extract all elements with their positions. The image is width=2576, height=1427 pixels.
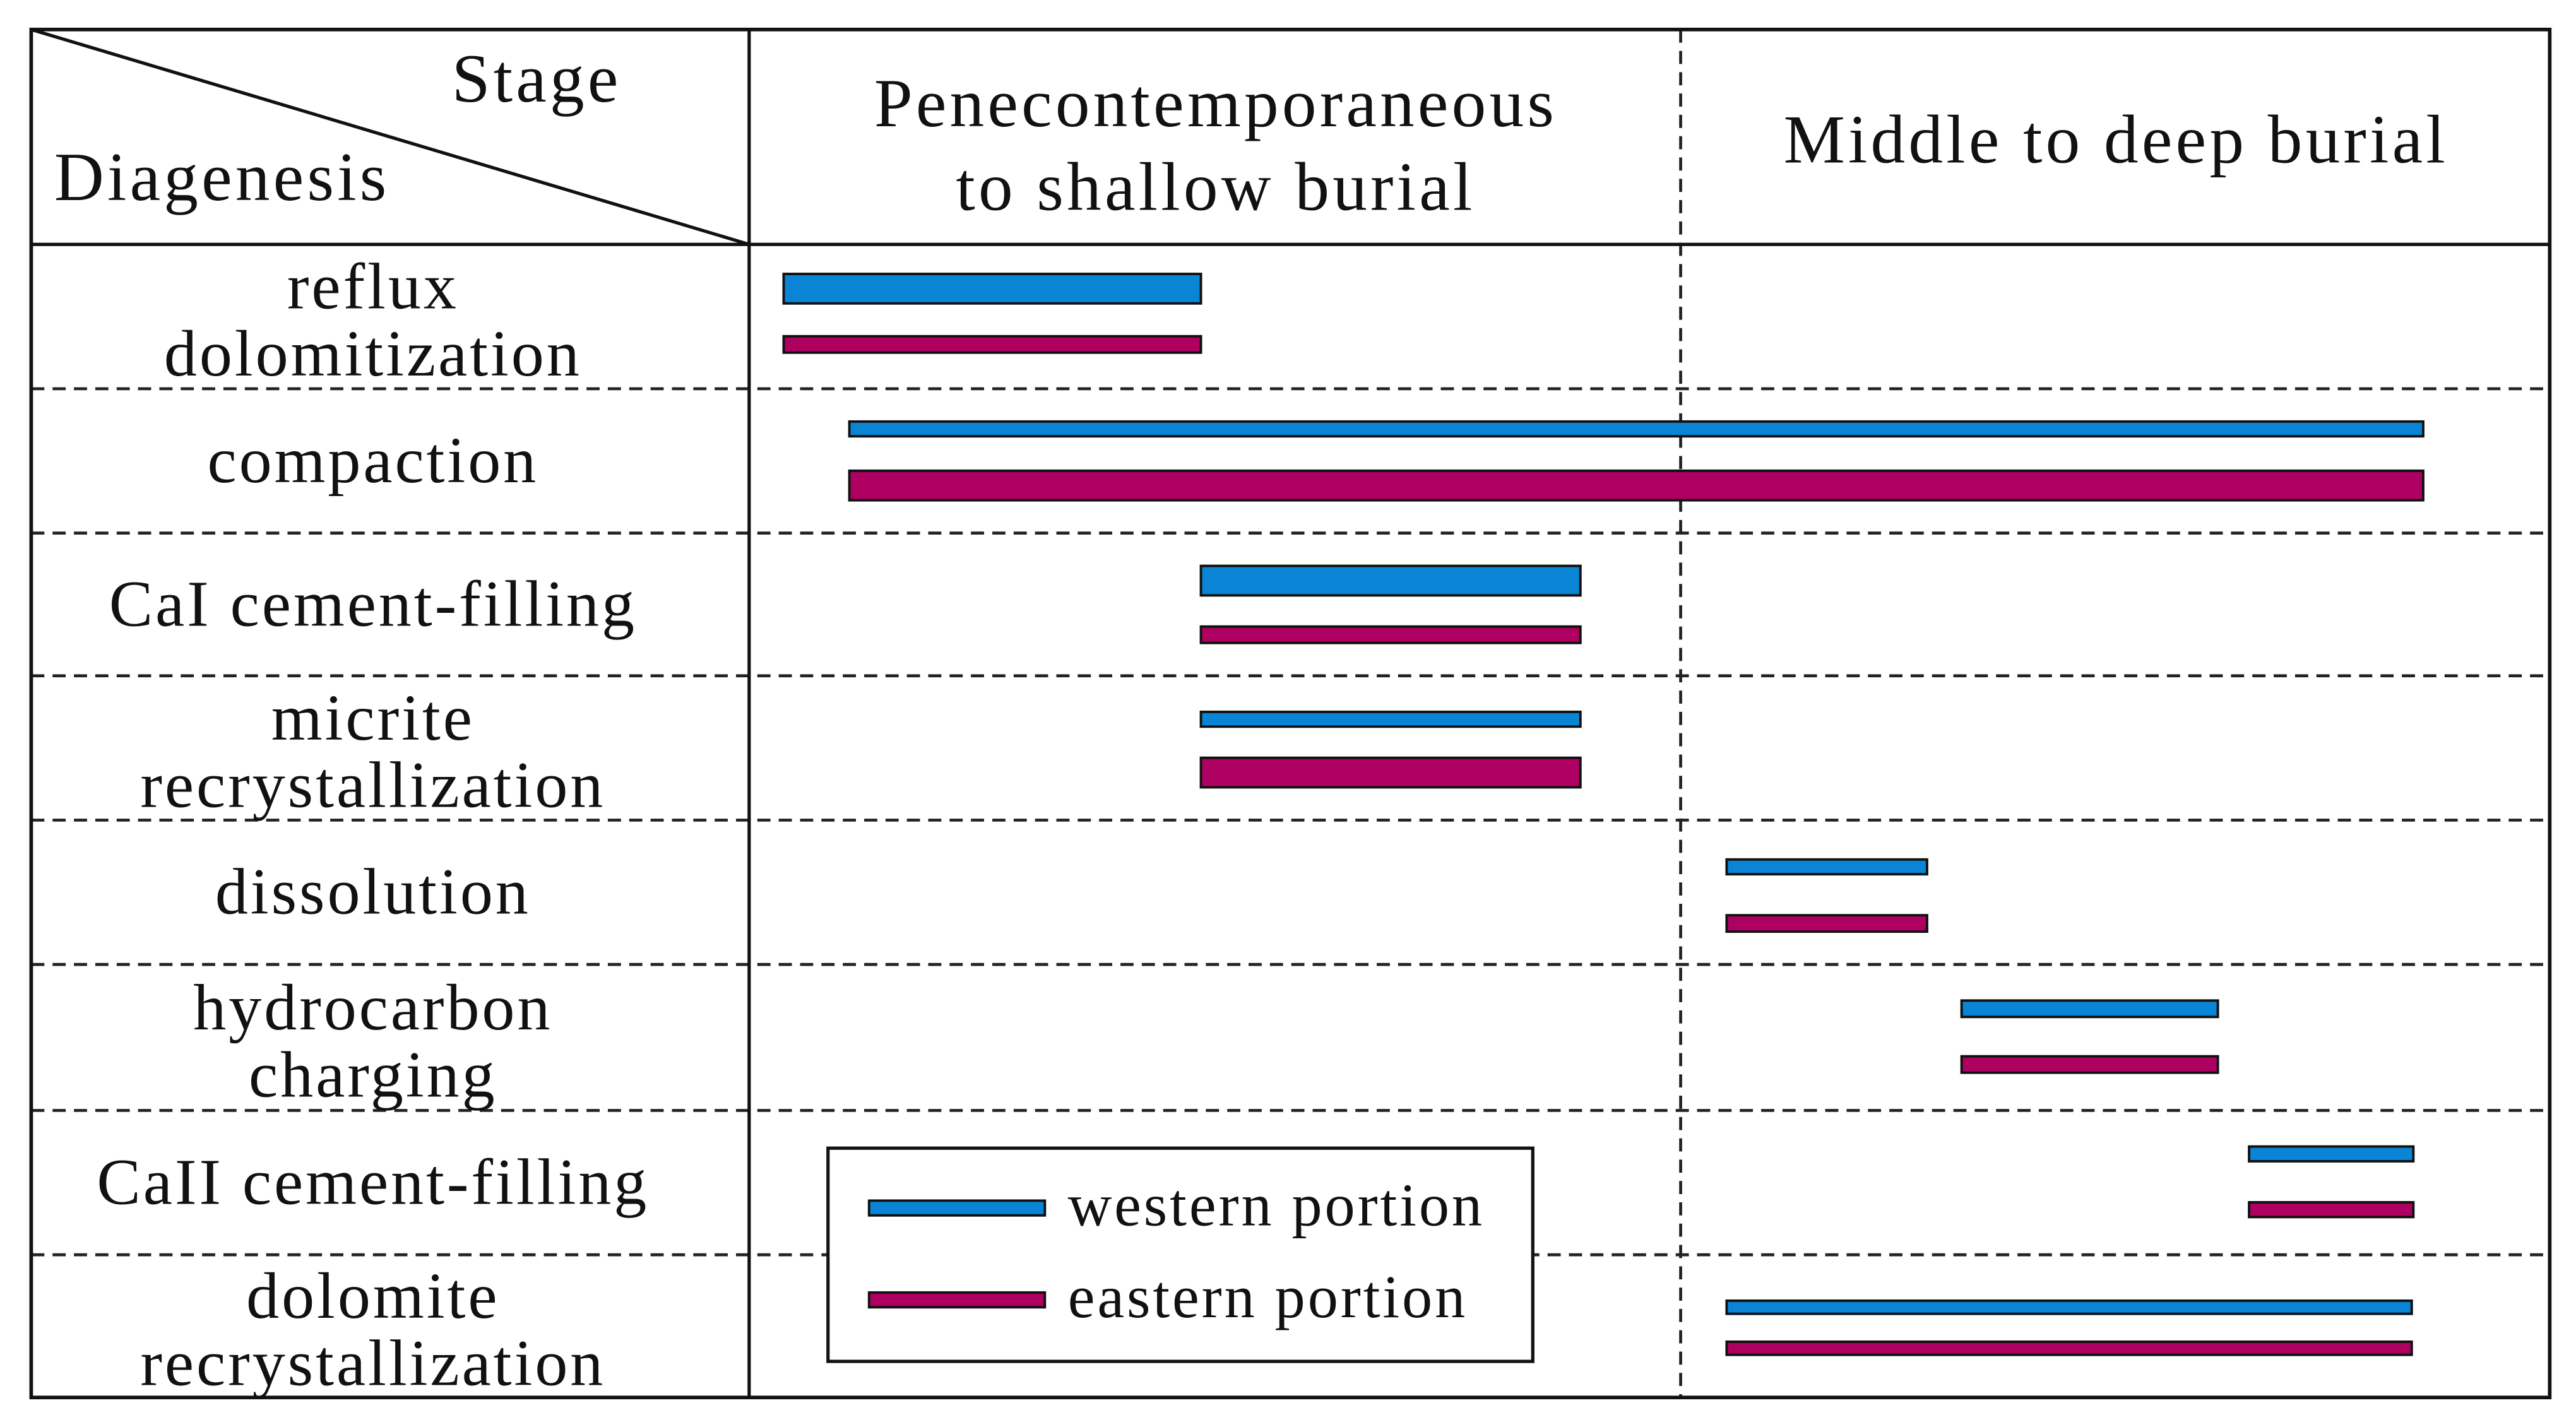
corner-diagonal xyxy=(30,28,750,246)
western-bar xyxy=(1199,710,1582,728)
eastern-bar xyxy=(1725,1340,2413,1356)
row-label: dolomitization xyxy=(164,317,582,390)
row-label: charging xyxy=(249,1038,497,1111)
western-bar xyxy=(1725,1299,2413,1315)
row-label: reflux xyxy=(287,250,459,323)
legend-eastern-label: eastern portion xyxy=(1068,1263,1468,1330)
legend-box xyxy=(826,1146,1534,1363)
corner-stage-label: Stage xyxy=(452,40,622,117)
row-label: CaII cement-filling xyxy=(97,1146,649,1219)
row-label: CaI cement-filling xyxy=(109,567,637,641)
stage-1-line-2: to shallow burial xyxy=(956,149,1475,225)
western-bar xyxy=(1725,858,1928,876)
table-grid xyxy=(29,27,2552,1400)
eastern-bar xyxy=(782,335,1202,354)
row-label: compaction xyxy=(207,423,538,497)
western-bar xyxy=(2248,1145,2415,1163)
eastern-bar xyxy=(1960,1055,2219,1074)
row-label: micrite xyxy=(271,681,475,754)
row-label: dissolution xyxy=(215,855,531,928)
bars xyxy=(782,273,2425,1356)
legend: western portion eastern portion xyxy=(826,1146,1534,1363)
row-label: hydrocarbon xyxy=(193,971,552,1044)
legend-western-swatch xyxy=(867,1199,1047,1217)
eastern-bar xyxy=(2248,1201,2415,1219)
corner-diagenesis-label: Diagenesis xyxy=(54,139,390,215)
western-bar xyxy=(782,273,1202,305)
legend-western-label: western portion xyxy=(1068,1171,1485,1238)
row-label: recrystallization xyxy=(140,1327,605,1400)
row-label: recrystallization xyxy=(140,749,605,822)
eastern-bar xyxy=(848,469,2425,502)
legend-eastern-swatch xyxy=(867,1291,1047,1309)
western-bar xyxy=(1199,564,1582,597)
row-label: dolomite xyxy=(246,1259,499,1332)
eastern-bar xyxy=(1199,756,1582,789)
header: Stage Diagenesis Penecontemporaneous to … xyxy=(30,28,2448,246)
western-bar xyxy=(848,420,2425,438)
western-bar xyxy=(1960,999,2219,1019)
eastern-bar xyxy=(1199,625,1582,644)
table-frame xyxy=(29,27,2552,1400)
stage-2-label: Middle to deep burial xyxy=(1784,101,2448,177)
stage-1-line-1: Penecontemporaneous xyxy=(874,65,1557,141)
eastern-bar xyxy=(1725,914,1928,933)
